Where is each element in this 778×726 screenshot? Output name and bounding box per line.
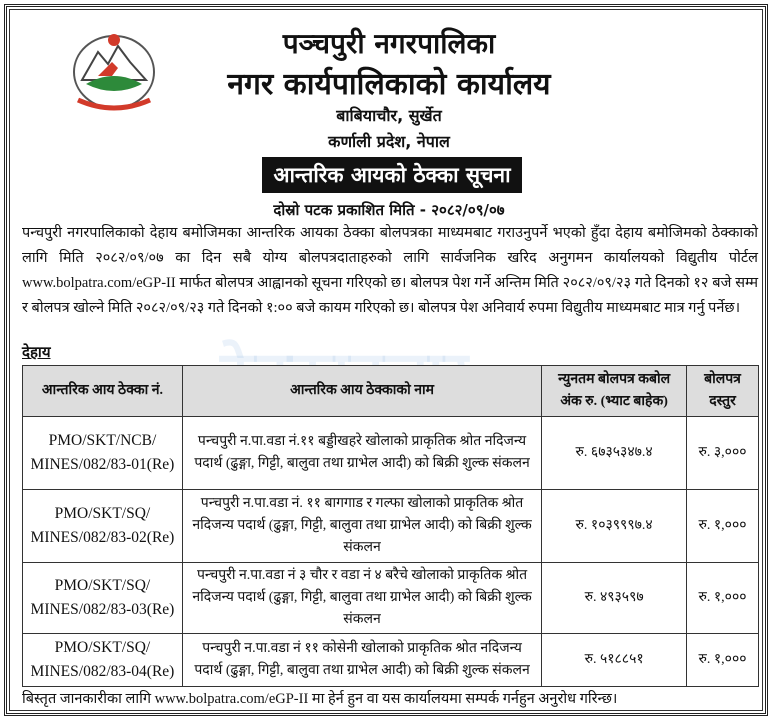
table-header-row: आन्तरिक आय ठेक्का नं. आन्तरिक आय ठेक्काक… <box>22 365 759 417</box>
min-amount: रु. ४९३५९७ <box>541 562 688 634</box>
min-amount: रु. ५१८८५१ <box>541 633 688 687</box>
address-line-2: कर्णाली प्रदेश, नेपाल <box>328 132 450 151</box>
tender-name: पन्चपुरी न.पा.वडा नं ११ कोसेनी खोलाको प्… <box>181 633 543 687</box>
tender-name: पन्चपुरी न.पा.वडा नं.११ बड्डीखहरे खोलाको… <box>181 416 543 490</box>
notice-title: आन्तरिक आयको ठेक्का सूचना <box>262 157 522 193</box>
tender-name: पन्चपुरी न.पा.वडा नं ३ चौर र वडा नं ४ बर… <box>181 562 543 634</box>
col-header-name: आन्तरिक आय ठेक्काको नाम <box>181 365 543 417</box>
outer-border <box>4 4 768 716</box>
table-row: PMO/SKT/NCB/ MINES/082/83-01(Re) पन्चपुर… <box>22 416 759 490</box>
col-header-amount: न्युनतम बोलपत्र कबोल अंक रु. (भ्याट बाहे… <box>541 365 688 417</box>
address-line-1: बाबियाचौर, सुर्खेत <box>336 106 442 125</box>
col-header-fee: बोलपत्र दस्तुर <box>686 365 759 417</box>
municipality-name: पञ्चपुरी नगरपालिका <box>282 27 496 60</box>
section-label: देहाय <box>22 345 51 361</box>
bid-fee: रु. ३,००० <box>686 416 759 490</box>
min-amount: रु. ६७३५३४७.४ <box>541 416 688 490</box>
footer-note: बिस्तृत जानकारीका लागि www.bolpatra.com/… <box>22 691 618 707</box>
notice-body: पन्चपुरी नगरपालिकाको देहाय बमोजिमका आन्त… <box>22 225 758 316</box>
min-amount: रु. १०३९९९७.४ <box>541 489 688 563</box>
tender-code: PMO/SKT/SQ/ MINES/082/83-02(Re) <box>22 489 183 563</box>
tender-name: पन्चपुरी न.पा.वडा नं. ११ बागगाड र गल्फा … <box>181 489 543 563</box>
table-row: PMO/SKT/SQ/ MINES/082/83-02(Re) पन्चपुरी… <box>22 489 759 563</box>
table-row: PMO/SKT/SQ/ MINES/082/83-04(Re) पन्चपुरी… <box>22 633 759 687</box>
bid-fee: रु. १,००० <box>686 489 759 563</box>
col-header-code: आन्तरिक आय ठेक्का नं. <box>22 365 183 417</box>
published-date: दोस्रो पटक प्रकाशित मिति - २०८२/०९/०७ <box>273 201 505 219</box>
nepal-government-emblem-logo <box>73 34 155 111</box>
bid-fee: रु. १,००० <box>686 562 759 634</box>
tender-code: PMO/SKT/SQ/ MINES/082/83-04(Re) <box>22 633 183 687</box>
inner-border <box>9 9 763 711</box>
tender-table: आन्तरिक आय ठेक्का नं. आन्तरिक आय ठेक्काक… <box>22 365 759 687</box>
bid-fee: रु. १,००० <box>686 633 759 687</box>
office-name: नगर कार्यपालिकाको कार्यालय <box>227 67 551 102</box>
tender-code: PMO/SKT/NCB/ MINES/082/83-01(Re) <box>22 416 183 490</box>
tender-code: PMO/SKT/SQ/ MINES/082/83-03(Re) <box>22 562 183 634</box>
table-row: PMO/SKT/SQ/ MINES/082/83-03(Re) पन्चपुरी… <box>22 562 759 634</box>
